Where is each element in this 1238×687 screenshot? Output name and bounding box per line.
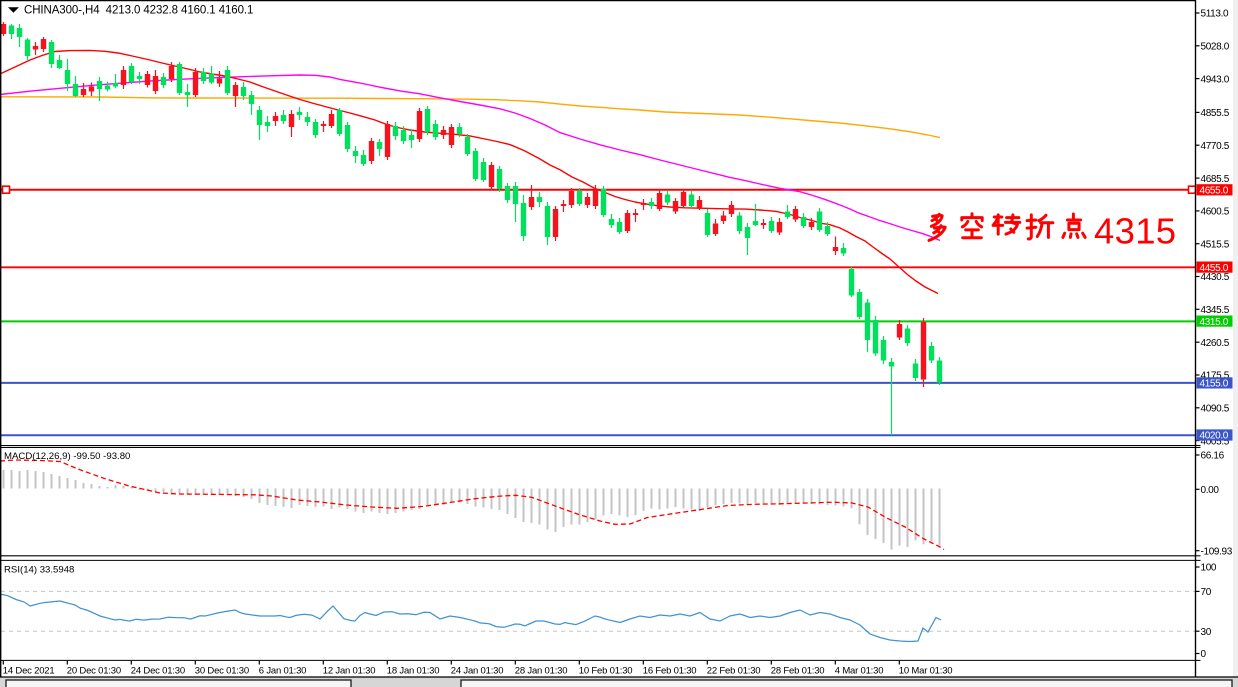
svg-text:CHINA300-,H4 4213.0 4232.8 41: CHINA300-,H4 4213.0 4232.8 4160.1 4160.1 [24, 5, 253, 17]
svg-text:4345.5: 4345.5 [1201, 305, 1230, 316]
svg-text:30 Dec 01:30: 30 Dec 01:30 [195, 666, 249, 677]
svg-text:4770.5: 4770.5 [1201, 141, 1230, 152]
svg-text:24 Dec 01:30: 24 Dec 01:30 [131, 666, 185, 677]
svg-text:66.16: 66.16 [1201, 451, 1225, 462]
svg-text:4020.0: 4020.0 [1200, 431, 1229, 442]
svg-text:MACD(12,26,9) -99.50 -93.80: MACD(12,26,9) -99.50 -93.80 [4, 451, 130, 462]
svg-text:28 Jan 01:30: 28 Jan 01:30 [515, 666, 568, 677]
svg-text:12 Jan 01:30: 12 Jan 01:30 [323, 666, 376, 677]
svg-text:5028.0: 5028.0 [1201, 42, 1230, 53]
svg-text:4 Mar 01:30: 4 Mar 01:30 [835, 666, 884, 677]
svg-text:4090.5: 4090.5 [1201, 404, 1230, 415]
svg-text:4260.5: 4260.5 [1201, 338, 1230, 349]
svg-text:100: 100 [1201, 563, 1217, 574]
svg-text:RSI(14) 33.5948: RSI(14) 33.5948 [4, 565, 74, 576]
svg-text:10 Feb 01:30: 10 Feb 01:30 [579, 666, 633, 677]
svg-text:0.00: 0.00 [1201, 485, 1220, 496]
svg-text:6 Jan 01:30: 6 Jan 01:30 [259, 666, 306, 677]
svg-text:28 Feb 01:30: 28 Feb 01:30 [771, 666, 825, 677]
svg-text:4655.0: 4655.0 [1200, 186, 1229, 197]
svg-text:4855.5: 4855.5 [1201, 108, 1230, 119]
svg-text:4155.0: 4155.0 [1200, 379, 1229, 390]
svg-text:18 Jan 01:30: 18 Jan 01:30 [387, 666, 440, 677]
svg-text:30: 30 [1201, 627, 1212, 638]
svg-text:70: 70 [1201, 587, 1212, 598]
svg-text:4315: 4315 [1094, 211, 1176, 252]
svg-text:4175.5: 4175.5 [1201, 371, 1230, 382]
svg-text:5113.0: 5113.0 [1201, 9, 1230, 20]
svg-text:4515.5: 4515.5 [1201, 239, 1230, 250]
svg-text:10 Mar 01:30: 10 Mar 01:30 [899, 666, 953, 677]
svg-text:4430.5: 4430.5 [1201, 272, 1230, 283]
svg-text:-109.93: -109.93 [1201, 546, 1233, 557]
svg-text:20 Dec 01:30: 20 Dec 01:30 [67, 666, 121, 677]
svg-text:22 Feb 01:30: 22 Feb 01:30 [707, 666, 761, 677]
svg-text:0: 0 [1201, 649, 1207, 660]
svg-text:4455.0: 4455.0 [1200, 263, 1229, 274]
svg-text:4600.5: 4600.5 [1201, 207, 1230, 218]
svg-text:16 Feb 01:30: 16 Feb 01:30 [643, 666, 697, 677]
svg-text:24 Jan 01:30: 24 Jan 01:30 [451, 666, 504, 677]
svg-text:14 Dec 2021: 14 Dec 2021 [3, 666, 55, 677]
svg-text:4943.0: 4943.0 [1201, 74, 1230, 85]
svg-text:4005.5: 4005.5 [1201, 436, 1230, 447]
svg-text:4315.0: 4315.0 [1200, 317, 1229, 328]
svg-text:4685.5: 4685.5 [1201, 174, 1230, 185]
